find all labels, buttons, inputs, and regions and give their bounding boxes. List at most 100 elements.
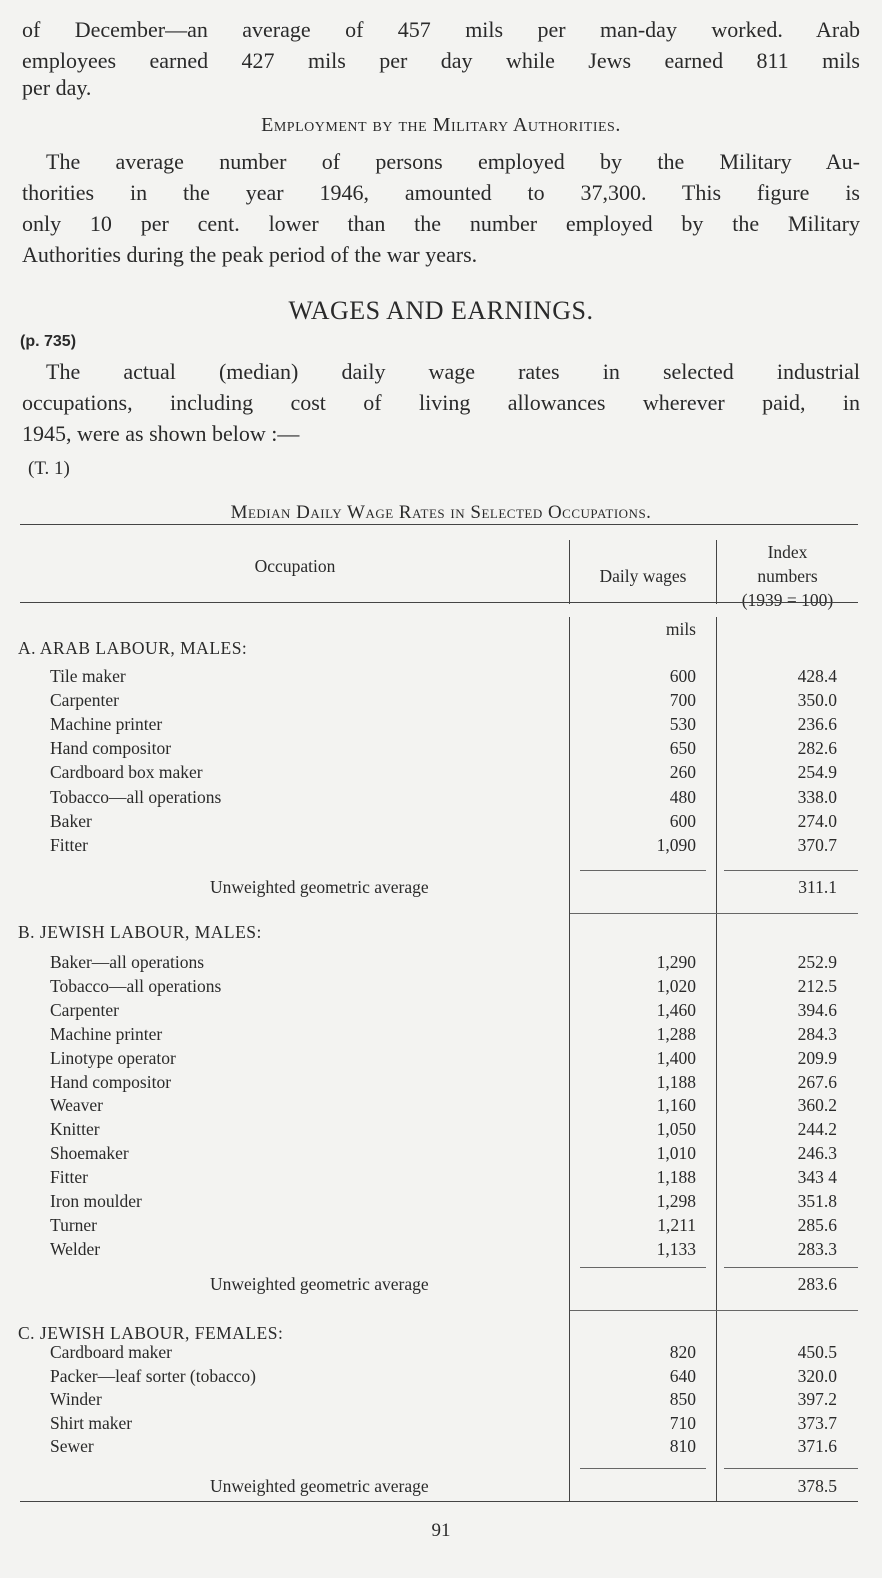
index-cell: 212.5 bbox=[797, 975, 837, 996]
index-cell: 252.9 bbox=[797, 952, 837, 972]
index-cell: 373.7 bbox=[797, 1412, 837, 1433]
average-value: 378.5 bbox=[797, 1476, 837, 1496]
text-line: Authorities during the peak period of th… bbox=[22, 242, 478, 267]
header-index-3: (1939 = 100) bbox=[741, 590, 834, 610]
daily-wages-cell: 1,288 bbox=[656, 1023, 696, 1044]
daily-wages-cell: 1,460 bbox=[656, 999, 696, 1020]
daily-wages-cell: 1,090 bbox=[656, 834, 696, 855]
text-line: thorities in the year 1946, amounted to … bbox=[22, 180, 860, 205]
index-cell: 350.0 bbox=[797, 690, 837, 711]
header-index-1: Index bbox=[767, 542, 808, 562]
occupation-cell: Fitter bbox=[50, 1167, 88, 1188]
daily-wages-cell: 1,133 bbox=[656, 1238, 696, 1259]
index-cell: 320.0 bbox=[797, 1365, 837, 1386]
occupation-cell: Baker—all operations bbox=[50, 952, 205, 972]
daily-wages-cell: 1,188 bbox=[656, 1167, 696, 1188]
occupation-cell: Shoemaker bbox=[50, 1143, 129, 1164]
table-reference: (T. 1) bbox=[28, 458, 70, 479]
header-bottom-rule bbox=[20, 602, 858, 603]
daily-wages-cell: 710 bbox=[669, 1412, 696, 1433]
index-cell: 397.2 bbox=[797, 1389, 837, 1410]
header-index-2: numbers bbox=[757, 566, 818, 586]
daily-wages-cell: 700 bbox=[669, 690, 696, 711]
daily-wages-cell: 820 bbox=[669, 1342, 696, 1362]
unit-label: mils bbox=[665, 619, 696, 639]
occupation-cell: Shirt maker bbox=[50, 1412, 133, 1433]
text-line: only 10 per cent. lower than the number … bbox=[22, 211, 860, 236]
index-cell: 284.3 bbox=[797, 1023, 837, 1044]
subtotal-rule bbox=[580, 870, 706, 871]
average-label: Unweighted geometric average bbox=[210, 1274, 429, 1294]
daily-wages-cell: 850 bbox=[669, 1389, 696, 1410]
index-cell: 371.6 bbox=[797, 1436, 837, 1457]
military-paragraph: The average number of persons employed b… bbox=[22, 146, 860, 270]
text-line: 1945, were as shown below :— bbox=[22, 421, 300, 446]
occupation-cell: Baker bbox=[50, 810, 92, 831]
page-number: 91 bbox=[431, 1520, 451, 1541]
table-bottom-rule bbox=[20, 1501, 858, 1502]
subtotal-rule bbox=[724, 1468, 858, 1469]
index-cell: 360.2 bbox=[797, 1095, 837, 1116]
occupation-cell: Tobacco—all operations bbox=[50, 975, 222, 996]
index-cell: 283.3 bbox=[797, 1238, 837, 1259]
occupation-cell: Linotype operator bbox=[50, 1047, 176, 1068]
daily-wages-cell: 1,298 bbox=[656, 1191, 696, 1211]
header-occupation: Occupation bbox=[254, 556, 336, 576]
daily-wages-cell: 640 bbox=[669, 1365, 696, 1386]
occupation-cell: Machine printer bbox=[50, 714, 163, 735]
average-label: Unweighted geometric average bbox=[210, 1476, 429, 1496]
column-divider bbox=[569, 540, 570, 604]
daily-wages-cell: 650 bbox=[669, 738, 696, 759]
column-divider bbox=[716, 617, 717, 1501]
text-line: employees earned 427 mils per day while … bbox=[22, 48, 860, 73]
subtotal-rule bbox=[580, 1468, 706, 1469]
text-line: The average number of persons employed b… bbox=[46, 149, 860, 174]
occupation-cell: Machine printer bbox=[50, 1023, 163, 1044]
daily-wages-cell: 600 bbox=[669, 810, 696, 831]
subtotal-rule bbox=[724, 1267, 858, 1268]
daily-wages-cell: 1,290 bbox=[656, 952, 696, 972]
occupation-cell: Sewer bbox=[50, 1436, 94, 1457]
index-cell: 394.6 bbox=[797, 999, 837, 1020]
section-rule bbox=[570, 913, 858, 914]
daily-wages-cell: 1,400 bbox=[656, 1047, 696, 1068]
section-heading-military: Employment by the Military Authorities. bbox=[261, 114, 621, 136]
average-label: Unweighted geometric average bbox=[210, 877, 429, 897]
occupation-cell: Knitter bbox=[50, 1119, 100, 1140]
occupation-cell: Turner bbox=[50, 1214, 97, 1235]
index-cell: 209.9 bbox=[797, 1047, 837, 1068]
occupation-cell: Hand compositor bbox=[50, 1071, 172, 1092]
table-title: Median Daily Wage Rates in Selected Occu… bbox=[230, 502, 652, 523]
occupation-cell: Fitter bbox=[50, 834, 88, 855]
index-cell: 343 4 bbox=[797, 1167, 837, 1188]
index-cell: 236.6 bbox=[797, 714, 837, 735]
page-reference: (p. 735) bbox=[20, 333, 77, 350]
occupation-cell: Cardboard box maker bbox=[50, 762, 203, 783]
subtotal-rule bbox=[580, 1267, 706, 1268]
daily-wages-cell: 600 bbox=[669, 666, 696, 686]
index-cell: 267.6 bbox=[797, 1071, 837, 1092]
daily-wages-cell: 530 bbox=[669, 714, 696, 735]
index-cell: 370.7 bbox=[797, 834, 837, 855]
daily-wages-cell: 1,020 bbox=[656, 975, 696, 996]
index-cell: 285.6 bbox=[797, 1214, 837, 1235]
index-cell: 338.0 bbox=[797, 786, 837, 807]
index-cell: 351.8 bbox=[797, 1191, 837, 1211]
intro-paragraph: of December—an average of 457 mils per m… bbox=[22, 14, 860, 100]
occupation-cell: Weaver bbox=[50, 1095, 103, 1116]
occupation-cell: Cardboard maker bbox=[50, 1342, 172, 1362]
index-cell: 274.0 bbox=[797, 810, 837, 831]
occupation-cell: Carpenter bbox=[50, 690, 119, 711]
text-line: The actual (median) daily wage rates in … bbox=[46, 359, 860, 384]
daily-wages-cell: 480 bbox=[669, 786, 696, 807]
section-title: B. JEWISH LABOUR, MALES: bbox=[18, 922, 262, 942]
subtotal-rule bbox=[724, 870, 858, 871]
section-rule bbox=[570, 1310, 858, 1311]
occupation-cell: Packer—leaf sorter (tobacco) bbox=[50, 1365, 257, 1386]
average-value: 311.1 bbox=[798, 877, 837, 897]
occupation-cell: Tobacco—all operations bbox=[50, 786, 222, 807]
table-top-rule bbox=[20, 524, 858, 525]
index-cell: 244.2 bbox=[797, 1119, 837, 1140]
text-line: per day. bbox=[22, 75, 92, 100]
occupation-cell: Tile maker bbox=[50, 666, 126, 686]
